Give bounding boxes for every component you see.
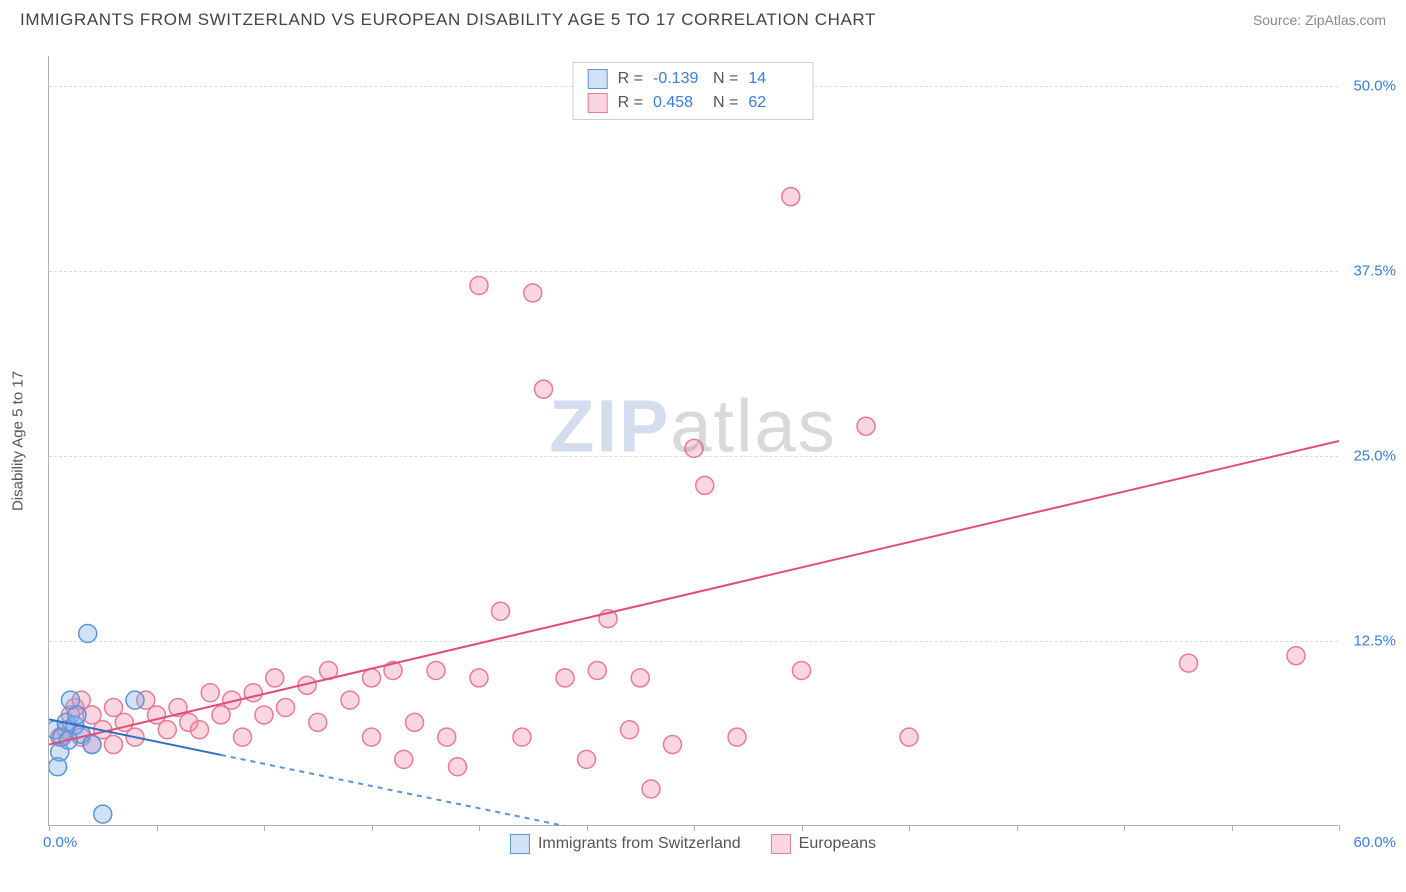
swatch-switzerland-icon xyxy=(510,834,530,854)
stats-row-switzerland: R = -0.139 N = 14 xyxy=(574,67,813,91)
legend-item-switzerland: Immigrants from Switzerland xyxy=(510,834,741,854)
y-tick-label: 50.0% xyxy=(1353,77,1396,94)
stats-legend: R = -0.139 N = 14 R = 0.458 N = 62 xyxy=(573,62,814,120)
swatch-switzerland xyxy=(588,69,608,89)
y-axis-title: Disability Age 5 to 17 xyxy=(10,371,27,511)
swatch-europeans xyxy=(588,93,608,113)
stats-row-europeans: R = 0.458 N = 62 xyxy=(574,91,813,115)
bottom-legend: Immigrants from Switzerland Europeans xyxy=(510,834,876,854)
x-tick-label: 0.0% xyxy=(43,834,77,851)
plot-area: 12.5%25.0%37.5%50.0%0.0%60.0% Disability… xyxy=(48,56,1338,826)
legend-label: Immigrants from Switzerland xyxy=(538,835,741,853)
legend-item-europeans: Europeans xyxy=(771,834,876,854)
y-tick-label: 12.5% xyxy=(1353,632,1396,649)
x-tick-label: 60.0% xyxy=(1353,834,1396,851)
chart-title: IMMIGRANTS FROM SWITZERLAND VS EUROPEAN … xyxy=(20,10,876,30)
source-label: Source: ZipAtlas.com xyxy=(1253,12,1386,28)
y-tick-label: 37.5% xyxy=(1353,262,1396,279)
y-tick-label: 25.0% xyxy=(1353,447,1396,464)
swatch-europeans-icon xyxy=(771,834,791,854)
legend-label: Europeans xyxy=(799,835,876,853)
